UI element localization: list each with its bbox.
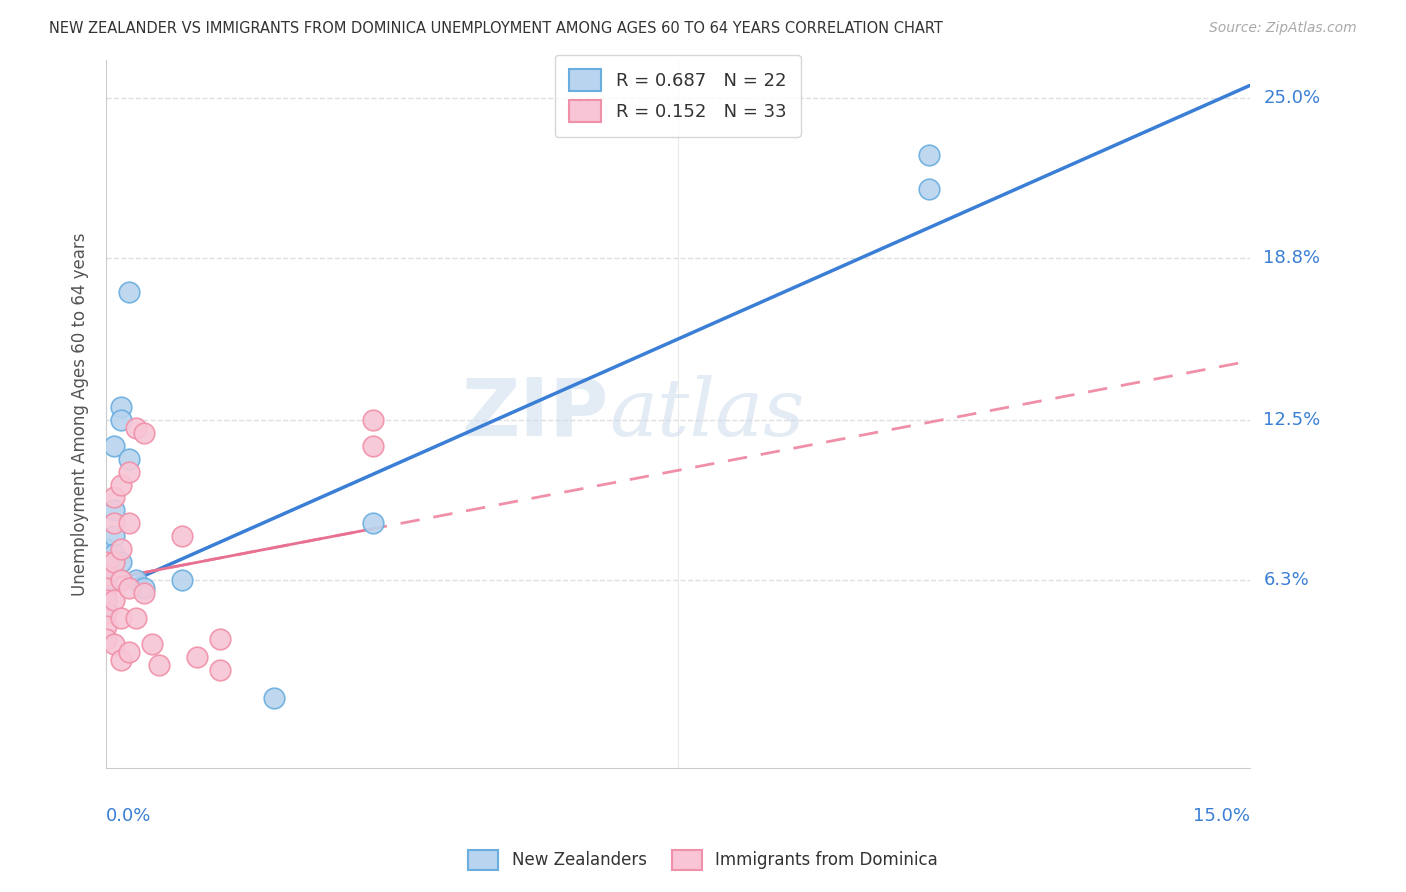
Point bbox=[132, 581, 155, 595]
Point bbox=[118, 645, 141, 659]
Point bbox=[103, 547, 125, 561]
Text: ZIP: ZIP bbox=[461, 375, 609, 453]
Point bbox=[361, 413, 384, 427]
Point bbox=[103, 593, 125, 607]
Point bbox=[94, 573, 117, 587]
Text: 15.0%: 15.0% bbox=[1192, 806, 1250, 824]
Point bbox=[94, 632, 117, 646]
Point bbox=[103, 491, 125, 505]
Text: 25.0%: 25.0% bbox=[1264, 89, 1320, 107]
Point bbox=[263, 691, 285, 706]
Point bbox=[110, 477, 132, 491]
Point bbox=[94, 555, 117, 569]
Point bbox=[172, 529, 194, 543]
Point bbox=[94, 581, 117, 595]
Point bbox=[110, 413, 132, 427]
Y-axis label: Unemployment Among Ages 60 to 64 years: Unemployment Among Ages 60 to 64 years bbox=[72, 232, 89, 596]
Point bbox=[918, 148, 941, 162]
Text: 18.8%: 18.8% bbox=[1264, 249, 1320, 267]
Point bbox=[110, 652, 132, 666]
Point bbox=[172, 573, 194, 587]
Text: 12.5%: 12.5% bbox=[1264, 411, 1320, 429]
Point bbox=[103, 529, 125, 543]
Point bbox=[209, 632, 232, 646]
Point bbox=[103, 503, 125, 517]
Point bbox=[94, 567, 117, 582]
Point bbox=[103, 637, 125, 651]
Point bbox=[132, 426, 155, 441]
Text: NEW ZEALANDER VS IMMIGRANTS FROM DOMINICA UNEMPLOYMENT AMONG AGES 60 TO 64 YEARS: NEW ZEALANDER VS IMMIGRANTS FROM DOMINIC… bbox=[49, 21, 943, 36]
Point bbox=[110, 401, 132, 415]
Text: 6.3%: 6.3% bbox=[1264, 571, 1309, 589]
Point bbox=[918, 181, 941, 195]
Point bbox=[118, 285, 141, 299]
Point bbox=[110, 555, 132, 569]
Point bbox=[94, 560, 117, 574]
Point bbox=[141, 637, 163, 651]
Point bbox=[94, 591, 117, 605]
Text: 0.0%: 0.0% bbox=[105, 806, 152, 824]
Legend: New Zealanders, Immigrants from Dominica: New Zealanders, Immigrants from Dominica bbox=[461, 843, 945, 877]
Point bbox=[125, 611, 148, 625]
Point bbox=[361, 516, 384, 531]
Point bbox=[110, 573, 132, 587]
Text: atlas: atlas bbox=[609, 375, 804, 452]
Point bbox=[94, 601, 117, 615]
Point bbox=[94, 619, 117, 633]
Point bbox=[103, 555, 125, 569]
Point bbox=[94, 541, 117, 556]
Point bbox=[209, 663, 232, 677]
Point bbox=[118, 465, 141, 479]
Point bbox=[361, 439, 384, 453]
Point bbox=[94, 607, 117, 621]
Point bbox=[125, 421, 148, 435]
Point bbox=[118, 451, 141, 466]
Point bbox=[186, 650, 208, 665]
Point bbox=[125, 573, 148, 587]
Point bbox=[118, 581, 141, 595]
Point bbox=[103, 439, 125, 453]
Point bbox=[132, 585, 155, 599]
Point bbox=[118, 516, 141, 531]
Text: Source: ZipAtlas.com: Source: ZipAtlas.com bbox=[1209, 21, 1357, 35]
Point bbox=[110, 611, 132, 625]
Point bbox=[94, 581, 117, 595]
Point bbox=[103, 516, 125, 531]
Point bbox=[110, 541, 132, 556]
Point bbox=[148, 657, 170, 672]
Point bbox=[94, 593, 117, 607]
Legend: R = 0.687   N = 22, R = 0.152   N = 33: R = 0.687 N = 22, R = 0.152 N = 33 bbox=[554, 54, 801, 136]
